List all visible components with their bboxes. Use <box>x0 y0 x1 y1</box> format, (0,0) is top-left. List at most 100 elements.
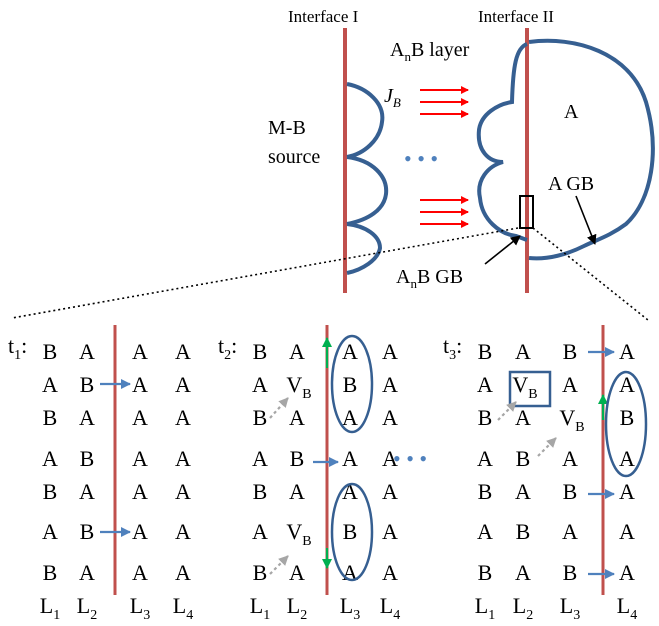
atom-site: A <box>289 479 305 504</box>
a-grain-outline <box>528 38 655 261</box>
atom-site: B <box>253 339 268 364</box>
atom-site: B <box>80 372 95 397</box>
atom-site: A <box>132 372 148 397</box>
atom-site: A <box>132 560 148 585</box>
atom-site: A <box>562 372 578 397</box>
panel-time-label: t1: <box>8 333 27 363</box>
zoom-box <box>519 195 534 229</box>
a-gb-label: A GB <box>548 173 594 195</box>
top-ellipsis: • • • <box>404 146 438 171</box>
atom-site: B <box>343 372 358 397</box>
atom-site: A <box>619 446 635 471</box>
zoom-line-left <box>11 227 519 319</box>
atom-site: B <box>80 519 95 544</box>
atom-site: A <box>79 405 95 430</box>
atom-site: A <box>42 372 58 397</box>
atom-site: A <box>477 446 493 471</box>
atom-site: A <box>132 339 148 364</box>
lattice-panels: t1: B A A AA B A AB A A AA B A AB A A AA B A AB A A AL1 L2 L3 L4t… <box>8 325 648 623</box>
vacancy-site: VB <box>286 372 311 402</box>
panel-t1: t1: B A A AA B A AB A A AA B A AB A A AA B A AB A A AL1 L2 L3 L4 <box>8 325 193 623</box>
atom-site: B <box>478 339 493 364</box>
panel-time-label: t3: <box>443 333 462 363</box>
vacancy-site: VB <box>559 405 584 435</box>
panel-annotations <box>100 334 648 582</box>
flux-arrows-upper <box>420 86 469 118</box>
atom-site: A <box>342 405 358 430</box>
interface-1-label: Interface I <box>288 7 359 26</box>
layer-label-2: L2 <box>513 593 533 623</box>
atom-site: A <box>175 479 191 504</box>
atom-site: B <box>253 405 268 430</box>
atom-site: A <box>79 560 95 585</box>
vacancy-site: VB <box>512 372 537 402</box>
atom-site: A <box>382 339 398 364</box>
grain-label: A <box>564 101 579 123</box>
flux-label: JB <box>384 85 401 110</box>
atom-site: A <box>252 446 268 471</box>
atom-site: A <box>42 446 58 471</box>
vacancy-hop-arrow <box>269 397 289 419</box>
atom-site: A <box>382 560 398 585</box>
atom-site: A <box>252 372 268 397</box>
atom-site: A <box>132 405 148 430</box>
vacancy-highlight-box <box>508 370 552 408</box>
highlight-ellipse <box>330 482 374 582</box>
layer-label-4: L4 <box>617 593 637 623</box>
atom-site: A <box>342 446 358 471</box>
atom-site: A <box>619 372 635 397</box>
atom-site: A <box>132 519 148 544</box>
flux-arrows-lower <box>420 196 469 228</box>
atom-site: A <box>515 479 531 504</box>
atom-site: A <box>175 446 191 471</box>
atom-site: A <box>175 560 191 585</box>
atom-site: A <box>175 405 191 430</box>
atom-site: A <box>79 479 95 504</box>
atom-site: A <box>619 339 635 364</box>
vacancy-site: VB <box>286 519 311 549</box>
schematic: Interface I Interface II AnB layer JB M-… <box>11 7 655 321</box>
source-label-line2: source <box>268 146 320 168</box>
atom-site: A <box>562 519 578 544</box>
vacancy-hop-arrow <box>537 437 557 457</box>
atom-site: B <box>478 479 493 504</box>
atom-site: B <box>290 446 305 471</box>
anb-gb-label: AnB GB <box>396 266 463 291</box>
mid-ellipsis: • • • <box>393 446 427 471</box>
panel-time-label: t2: <box>218 333 237 363</box>
atom-site: A <box>175 519 191 544</box>
layer-label-3: L3 <box>130 593 150 623</box>
atom-site: A <box>619 519 635 544</box>
source-label-line1: M-B <box>268 117 306 139</box>
panel-t3: t3: B A B AA VB A AB A VB BA B A AB A B AA B A AB A B AL1 L2 L3 L… <box>443 325 637 623</box>
layer-label-4: L4 <box>173 593 193 623</box>
layer-label-1: L1 <box>40 593 60 623</box>
atom-site: A <box>477 372 493 397</box>
layer-label-2: L2 <box>287 593 307 623</box>
atom-site: B <box>43 339 58 364</box>
layer-label-4: L4 <box>380 593 400 623</box>
panel-t2: t2: B A A AA VB B AB A A AA B A AB A A AA VB B AB A A AL1 L2 L3 L… <box>218 325 400 623</box>
atom-site: A <box>132 446 148 471</box>
atom-site: A <box>252 519 268 544</box>
layer-label-2: L2 <box>77 593 97 623</box>
vacancy-hop-arrow <box>497 401 517 421</box>
atom-site: B <box>620 405 635 430</box>
atom-site: B <box>253 560 268 585</box>
atom-site: A <box>382 519 398 544</box>
layer-label-3: L3 <box>560 593 580 623</box>
source-bump-3 <box>346 222 383 275</box>
atom-site: B <box>43 560 58 585</box>
atom-site: B <box>43 479 58 504</box>
atom-site: B <box>563 339 578 364</box>
layer-label-1: L1 <box>250 593 270 623</box>
anb-layer-outline <box>476 42 528 242</box>
source-bump-2 <box>346 155 389 226</box>
atom-site: A <box>382 405 398 430</box>
source-bump-1 <box>346 82 385 159</box>
atom-site: B <box>516 446 531 471</box>
atom-site: A <box>289 560 305 585</box>
layer-label-1: L1 <box>475 593 495 623</box>
highlight-ellipse <box>330 334 374 434</box>
atom-site: A <box>382 479 398 504</box>
